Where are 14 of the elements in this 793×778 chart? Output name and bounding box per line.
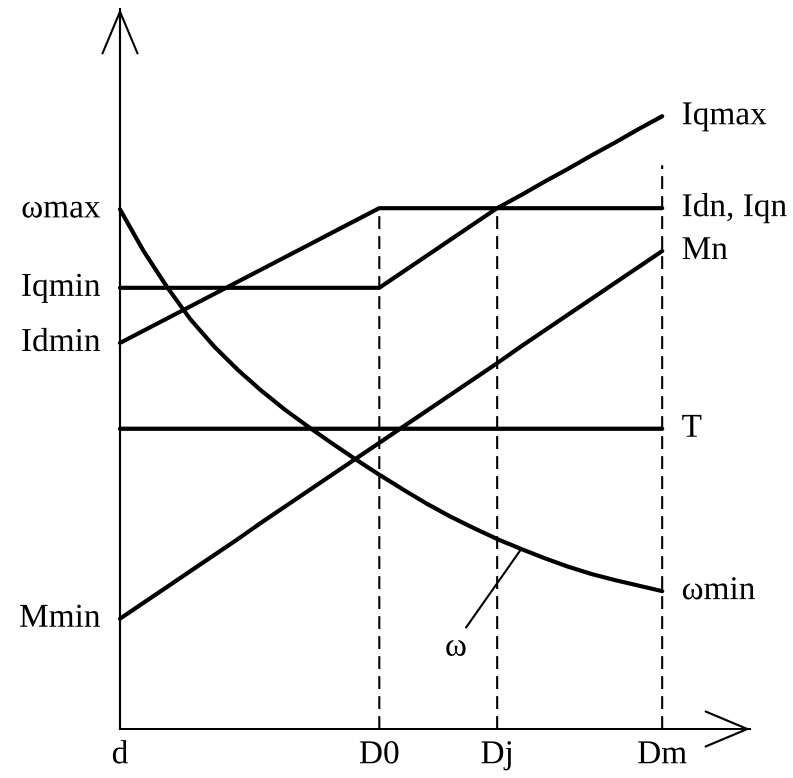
- x-tick-label: D0: [360, 741, 398, 764]
- series-label: T: [682, 414, 702, 437]
- legend-label: ω: [446, 640, 466, 656]
- series-label: Idn, Iqn: [682, 193, 787, 224]
- x-tick-label: Dm: [638, 741, 687, 764]
- x-tick-label: d: [112, 740, 128, 764]
- x-tick-label: Dj: [481, 741, 511, 770]
- annotation: Idmin: [22, 328, 100, 352]
- series-label: Mn: [682, 237, 728, 260]
- annotation: ωmin: [682, 577, 755, 600]
- annotation: Iqmin: [22, 274, 100, 303]
- annotation: ωmax: [22, 202, 100, 218]
- annotation: Mmin: [20, 604, 100, 627]
- series-label: Iqmax: [682, 102, 766, 132]
